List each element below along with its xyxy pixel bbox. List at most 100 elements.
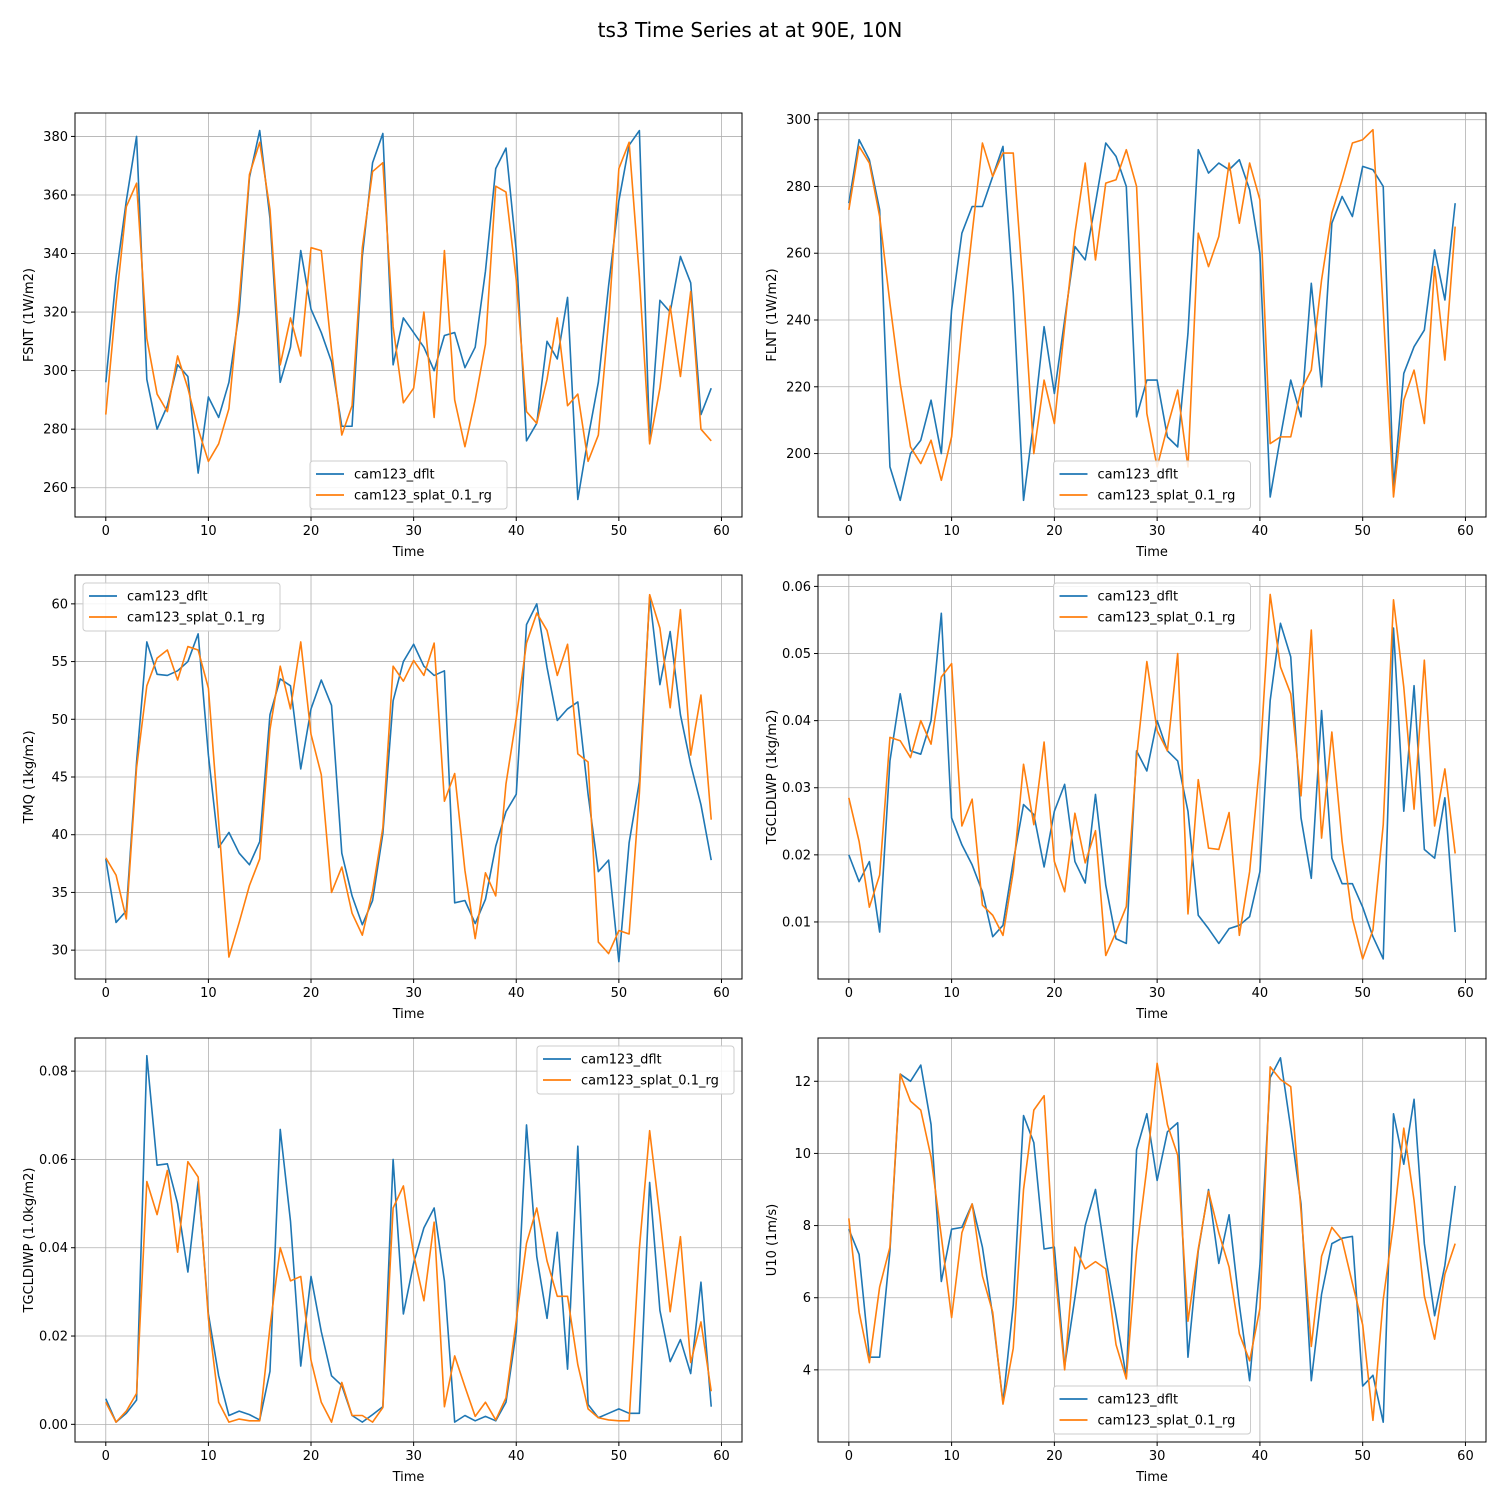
- legend-label: cam123_dflt: [354, 468, 435, 483]
- x-tick-label: 60: [713, 1449, 730, 1464]
- y-tick-label: 280: [43, 423, 68, 438]
- legend-label: cam123_splat_0.1_rg: [1098, 489, 1236, 504]
- x-tick-label: 30: [1149, 524, 1166, 539]
- x-tick-label: 0: [845, 524, 853, 539]
- x-tick-label: 30: [405, 986, 422, 1001]
- series-line-splat: [848, 128, 1456, 498]
- subplot-1: 0 10 20 30 40 50 60 260 280 300 320 340 360 380 Time FS…: [22, 112, 743, 560]
- legend-label: cam123_splat_0.1_rg: [127, 611, 265, 626]
- series-line-splat: [105, 1129, 713, 1423]
- series-line-dflt: [848, 138, 1456, 502]
- y-tick-label: 260: [786, 247, 811, 262]
- series-line-dflt: [104, 129, 712, 501]
- y-tick-label: 8: [803, 1219, 811, 1234]
- x-axis-label: Time: [1135, 1470, 1168, 1485]
- y-axis-label: FLNT (1W/m2): [765, 268, 780, 361]
- legend-box: [1053, 460, 1251, 510]
- x-tick-label: 10: [200, 986, 217, 1001]
- x-tick-label: 0: [102, 1449, 110, 1464]
- legend-label: cam123_dflt: [581, 1053, 662, 1068]
- y-tick-label: 380: [43, 130, 68, 145]
- legend: cam123_dflt cam123_splat_0.1_rg: [309, 460, 508, 510]
- legend: cam123_dflt cam123_splat_0.1_rg: [1053, 582, 1251, 632]
- x-tick-label: 30: [405, 1449, 422, 1464]
- y-tick-label: 12: [794, 1075, 811, 1090]
- x-tick-label: 50: [1354, 986, 1371, 1001]
- x-tick-label: 60: [1457, 524, 1474, 539]
- y-tick-label: 0.04: [39, 1241, 68, 1256]
- y-tick-label: 6: [803, 1291, 811, 1306]
- y-tick-label: 360: [43, 188, 68, 203]
- y-tick-label: 50: [51, 713, 68, 728]
- y-tick-label: 340: [43, 247, 68, 262]
- legend-label: cam123_dflt: [127, 590, 208, 605]
- x-tick-label: 60: [1457, 986, 1474, 1001]
- y-tick-label: 0.01: [782, 915, 811, 930]
- x-tick-label: 40: [1252, 524, 1269, 539]
- legend: cam123_dflt cam123_splat_0.1_rg: [536, 1045, 735, 1095]
- x-tick-label: 0: [845, 986, 853, 1001]
- legend: cam123_dflt cam123_splat_0.1_rg: [1053, 1385, 1251, 1435]
- y-tick-label: 0.08: [39, 1065, 68, 1080]
- series-line-splat: [104, 141, 712, 463]
- x-tick-label: 20: [303, 524, 320, 539]
- x-tick-label: 20: [1046, 524, 1063, 539]
- axes-frame: [817, 1037, 1487, 1443]
- legend-label: cam123_splat_0.1_rg: [354, 489, 492, 504]
- x-tick-label: 30: [1149, 986, 1166, 1001]
- y-axis-label: FSNT (1W/m2): [22, 268, 37, 362]
- series-line-splat: [848, 1062, 1456, 1422]
- x-tick-label: 20: [303, 986, 320, 1001]
- x-tick-label: 50: [1354, 524, 1371, 539]
- y-tick-label: 0.00: [39, 1418, 68, 1433]
- x-tick-label: 50: [1354, 1449, 1371, 1464]
- y-axis-label: U10 (1m/s): [765, 1204, 780, 1276]
- y-tick-label: 0.06: [39, 1153, 68, 1168]
- y-tick-label: 30: [51, 944, 68, 959]
- y-tick-label: 0.02: [782, 848, 811, 863]
- x-tick-label: 30: [1149, 1449, 1166, 1464]
- y-tick-label: 60: [51, 597, 68, 612]
- y-tick-label: 300: [786, 113, 811, 128]
- legend-box: [536, 1045, 735, 1095]
- axes-frame: [74, 112, 743, 518]
- series-line-splat: [848, 593, 1456, 960]
- y-tick-label: 240: [786, 314, 811, 329]
- y-axis-label: TGCLDLWP (1kg/m2): [765, 710, 780, 846]
- x-tick-label: 30: [405, 524, 422, 539]
- x-tick-label: 50: [611, 1449, 628, 1464]
- x-axis-label: Time: [1135, 545, 1168, 560]
- subplot-6: 0 10 20 30 40 50 60 4 6 8 10 12 Time U10 (1m/s) cam123…: [765, 1037, 1487, 1485]
- series-line-dflt: [104, 596, 713, 963]
- legend-box: [309, 460, 508, 510]
- y-axis-label: TMQ (1kg/m2): [22, 730, 37, 824]
- x-tick-label: 40: [508, 524, 525, 539]
- figure-title: ts3 Time Series at at 90E, 10N: [598, 18, 903, 42]
- series-line-dflt: [848, 612, 1456, 960]
- x-tick-label: 10: [943, 524, 960, 539]
- y-tick-label: 35: [51, 886, 68, 901]
- y-tick-label: 10: [794, 1147, 811, 1162]
- y-tick-label: 55: [51, 655, 68, 670]
- legend: cam123_dflt cam123_splat_0.1_rg: [82, 582, 281, 632]
- x-tick-label: 10: [200, 1449, 217, 1464]
- x-tick-label: 20: [303, 1449, 320, 1464]
- x-tick-label: 40: [508, 1449, 525, 1464]
- axes-frame: [74, 1037, 743, 1443]
- y-tick-label: 4: [803, 1363, 811, 1378]
- x-tick-label: 10: [943, 1449, 960, 1464]
- x-tick-label: 40: [1252, 1449, 1269, 1464]
- y-tick-label: 0.03: [782, 781, 811, 796]
- x-tick-label: 50: [611, 524, 628, 539]
- subplot-3: 0 10 20 30 40 50 60 30 35 40 45 50 55 60 Time TMQ (1kg/…: [22, 574, 743, 1022]
- x-tick-label: 0: [845, 1449, 853, 1464]
- x-tick-label: 60: [713, 986, 730, 1001]
- x-tick-label: 60: [1457, 1449, 1474, 1464]
- y-tick-label: 220: [786, 380, 811, 395]
- y-tick-label: 280: [786, 180, 811, 195]
- legend-box: [1053, 582, 1251, 632]
- legend-label: cam123_splat_0.1_rg: [1098, 1414, 1236, 1429]
- axes-frame: [817, 574, 1487, 980]
- x-axis-label: Time: [392, 1007, 425, 1022]
- y-tick-label: 0.05: [782, 647, 811, 662]
